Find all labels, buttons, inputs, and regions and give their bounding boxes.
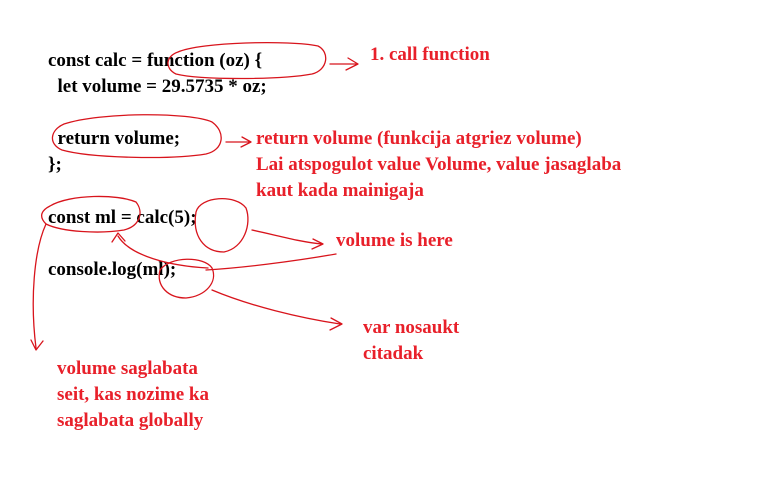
annotation-return-line-1: return volume (funkcija atgriez volume): [256, 128, 582, 149]
code-line-console-log: console.log(ml);: [48, 259, 177, 280]
code-line-volume-assignment: let volume = 29.5735 * oz;: [48, 76, 267, 97]
annotation-return-line-3: kaut kada mainigaja: [256, 180, 424, 201]
arrow-to-call-function: [329, 57, 359, 71]
arrow-to-volume-here: [251, 229, 324, 250]
annotation-saved-line-3: saglabata globally: [57, 410, 204, 431]
arrow-to-var-note: [211, 289, 343, 331]
circle-argument-5: [194, 197, 249, 253]
annotation-saved-line-1: volume saglabata: [57, 358, 198, 379]
annotation-volume-here: volume is here: [336, 230, 453, 251]
code-line-function-declaration: const calc = function (oz) {: [48, 50, 263, 71]
arrow-to-saved-note: [30, 223, 47, 351]
annotation-var-line-2: citadak: [363, 343, 424, 364]
annotation-return-line-2: Lai atspogulot value Volume, value jasag…: [256, 154, 622, 175]
annotation-var-line-1: var nosaukt: [363, 317, 460, 338]
code-line-closing-brace: };: [48, 154, 62, 175]
annotation-call-function: 1. call function: [370, 44, 490, 65]
arrow-to-return-note: [225, 136, 252, 148]
annotation-saved-line-2: seit, kas nozime ka: [57, 384, 209, 405]
code-line-call-assignment: const ml = calc(5);: [48, 207, 197, 228]
code-line-return: return volume;: [48, 128, 181, 149]
